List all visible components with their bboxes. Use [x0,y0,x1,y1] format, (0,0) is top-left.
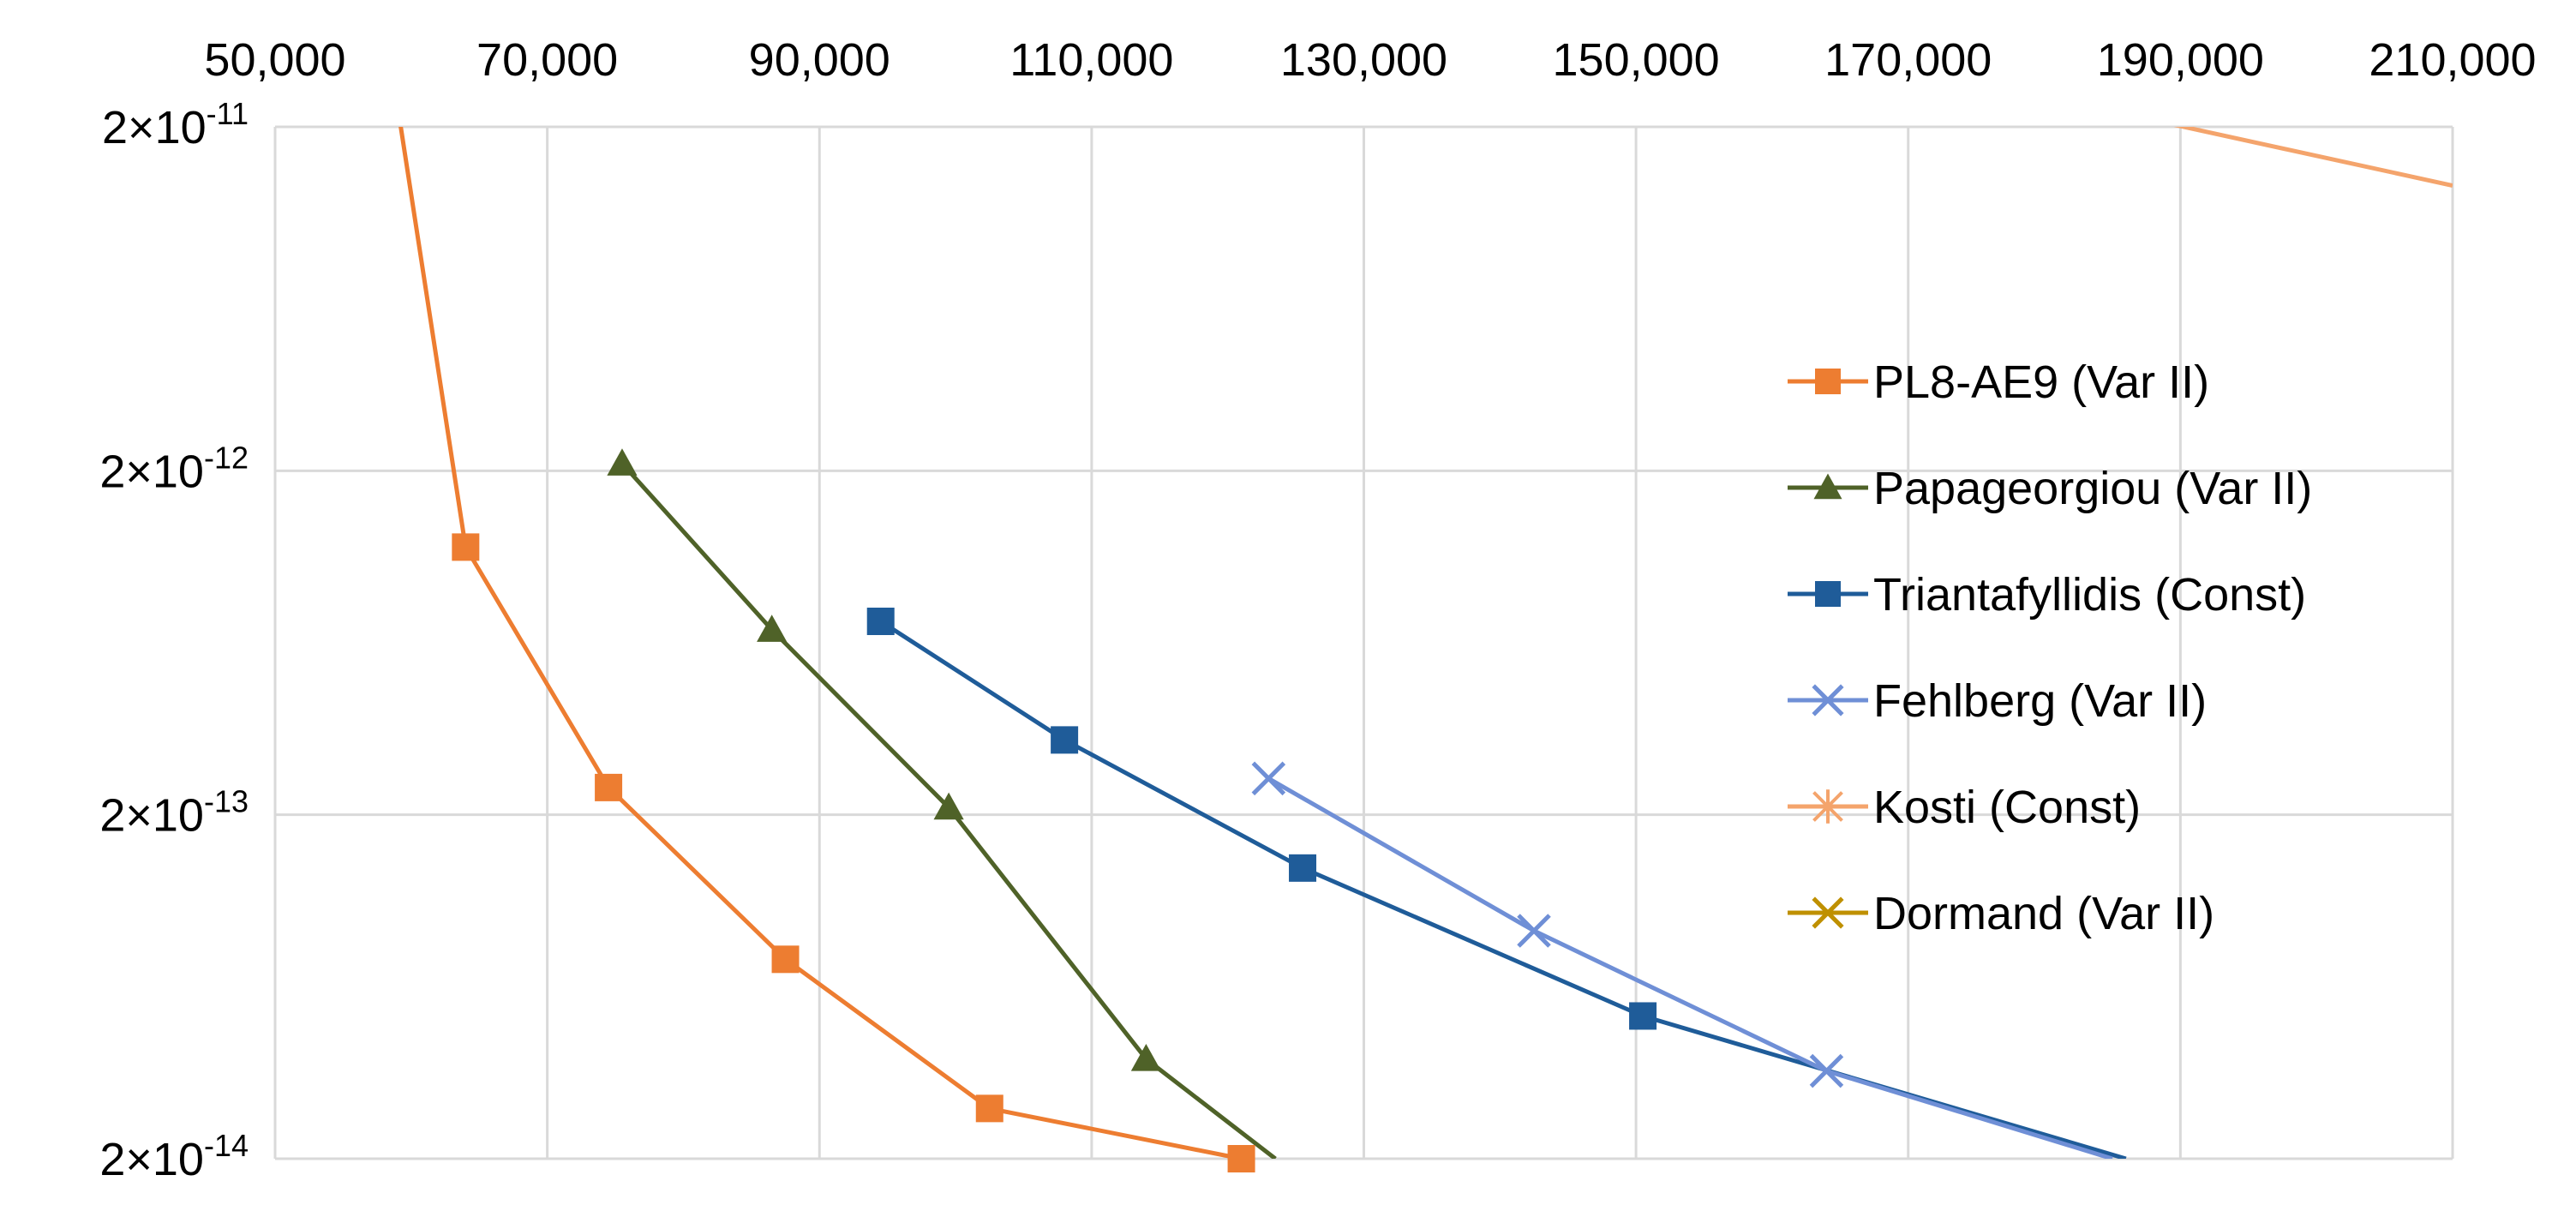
legend-item-fehlberg-var-ii: Fehlberg (Var II) [1788,675,2207,727]
series-point-papageorgiou-var-ii [607,448,637,476]
x-axis-ticks: 50,000 70,000 90,000 110,000 130,000 150,000 1… [204,34,2536,86]
series-point-fehlberg-var-ii [1811,1056,1842,1087]
legend-item-pl8-ae9-var-ii: PL8-AE9 (Var II) [1788,357,2209,408]
y-axis-ticks: 2×10-11 2×10-12 2×10-13 2×10-14 [99,96,249,1185]
legend-marker [1815,369,1841,394]
series-line-kosti-const [2167,123,2453,186]
markers-layer [452,448,1842,1172]
legend-marker [1815,581,1841,607]
series-point-pl8-ae9-var-ii [1228,1145,1255,1172]
legend-label: Fehlberg (Var II) [1873,675,2207,727]
x-tick-label: 210,000 [2369,34,2536,86]
x-tick-label: 70,000 [476,34,618,86]
series-point-pl8-ae9-var-ii [595,774,622,801]
series-point-pl8-ae9-var-ii [976,1094,1003,1122]
y-tick-label: 2×10-12 [99,440,249,497]
series-point-triantafyllidis-const [1289,854,1316,882]
series-point-triantafyllidis-const [1629,1002,1656,1029]
y-tick-label: 2×10-14 [99,1128,249,1185]
x-tick-label: 190,000 [2097,34,2264,86]
x-tick-label: 170,000 [1824,34,1992,86]
series-point-fehlberg-var-ii [1519,915,1549,946]
series-point-fehlberg-var-ii [1253,763,1284,794]
legend-label: Papageorgiou (Var II) [1873,463,2312,514]
series-point-triantafyllidis-const [1051,726,1078,753]
y-tick-label: 2×10-13 [99,784,249,842]
legend: PL8-AE9 (Var II) Papageorgiou (Var II) Tri… [1788,357,2312,939]
x-tick-label: 90,000 [749,34,890,86]
grid [275,127,2453,1159]
x-tick-label: 110,000 [1009,34,1173,86]
legend-label: Dormand (Var II) [1873,888,2214,939]
legend-item-kosti-const: Kosti (Const) [1788,782,2141,833]
y-tick-label: 2×10-11 [102,96,249,153]
series-point-pl8-ae9-var-ii [772,945,800,973]
series-line-fehlberg-var-ii [1268,778,2112,1159]
series-point-triantafyllidis-const [867,608,895,635]
legend-label: Triantafyllidis (Const) [1873,569,2306,620]
series-layer [398,106,2453,1159]
legend-label: PL8-AE9 (Var II) [1873,357,2209,408]
x-tick-label: 150,000 [1553,34,1720,86]
legend-item-triantafyllidis-const: Triantafyllidis (Const) [1788,569,2306,620]
legend-label: Kosti (Const) [1873,782,2141,833]
x-tick-label: 130,000 [1280,34,1447,86]
series-point-pl8-ae9-var-ii [452,533,479,561]
x-tick-label: 50,000 [204,34,345,86]
legend-item-dormand-var-ii: Dormand (Var II) [1788,888,2214,939]
